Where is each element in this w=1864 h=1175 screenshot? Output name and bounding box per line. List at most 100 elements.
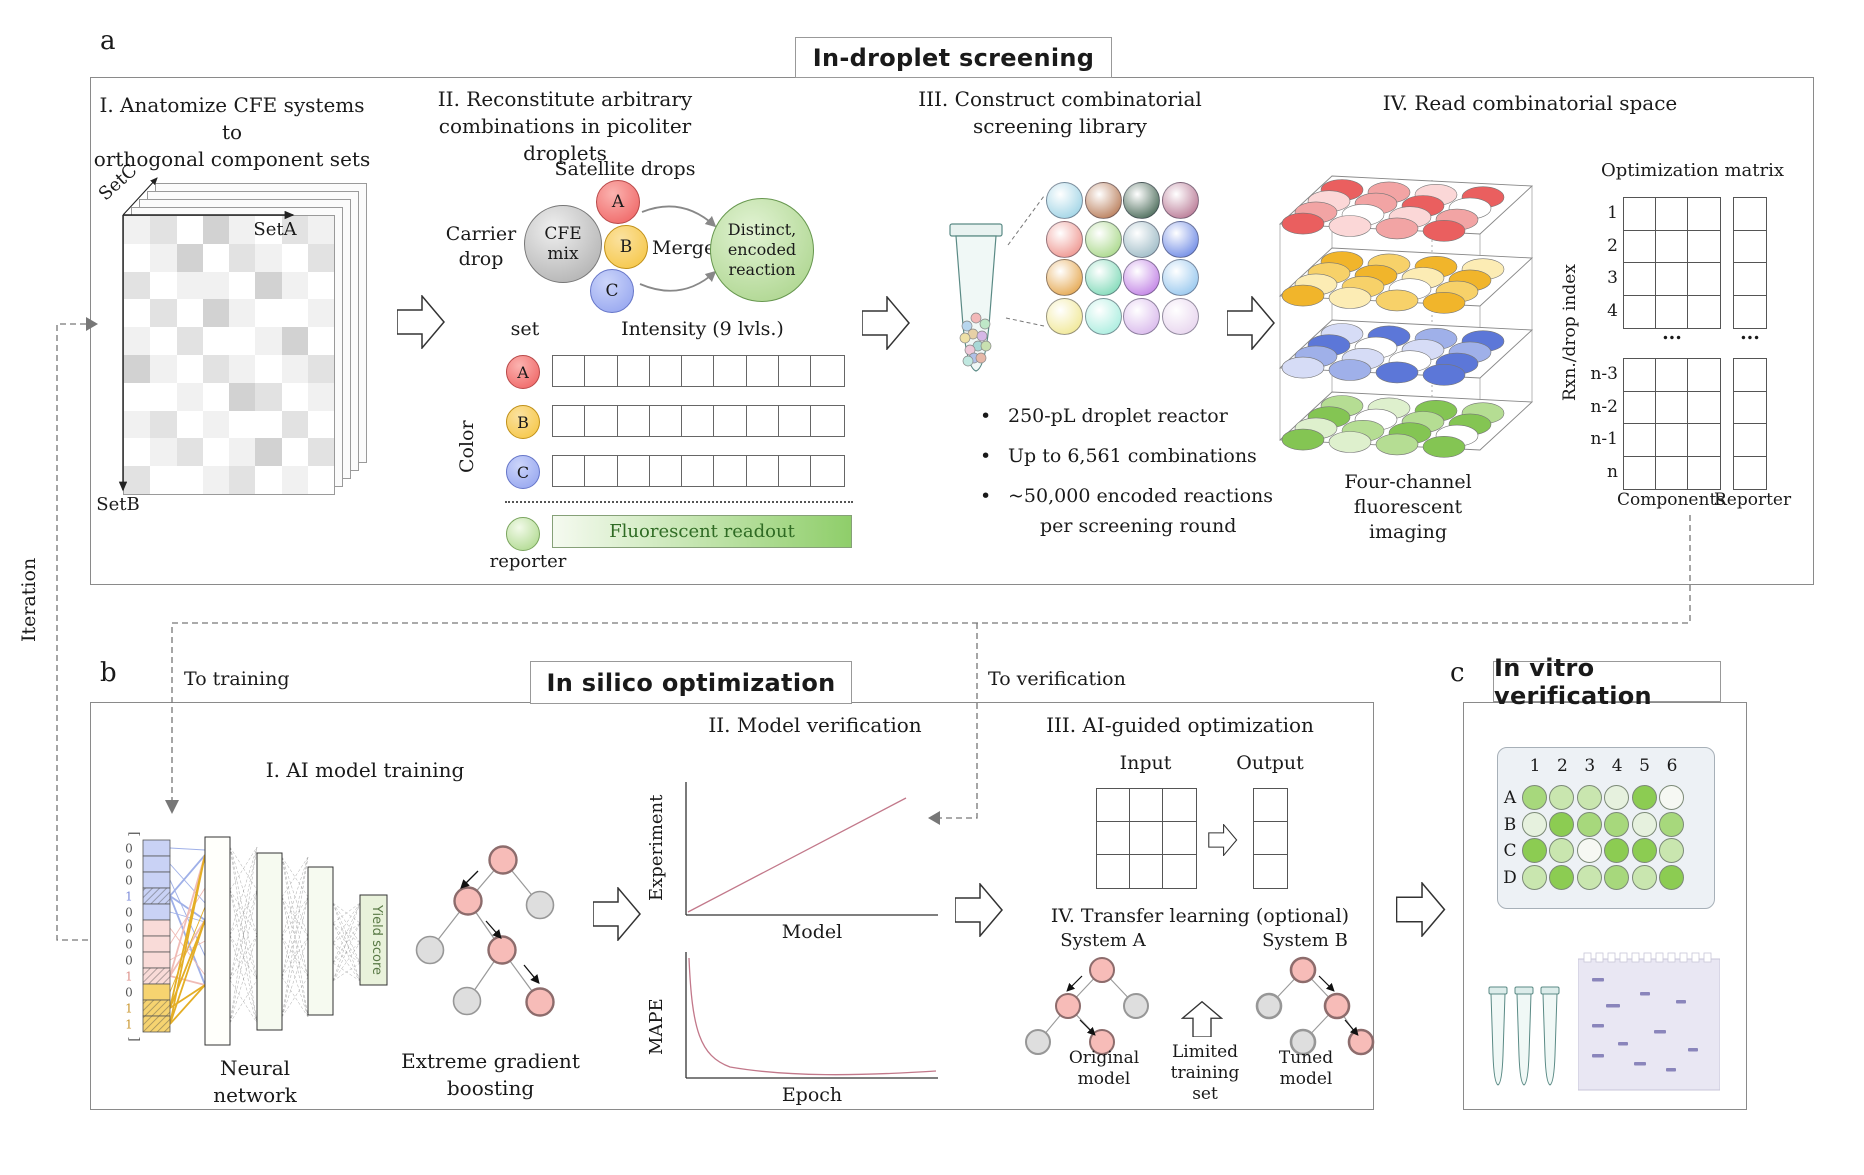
neural-network-caption: Neural network xyxy=(213,1056,297,1107)
library-droplet xyxy=(1161,220,1199,258)
flow-arrow-6-icon xyxy=(1396,882,1446,937)
intensity-grid-b xyxy=(552,405,845,437)
plate-well xyxy=(1576,864,1602,890)
grid-cell xyxy=(553,456,586,486)
plate-well xyxy=(1631,811,1657,837)
heatmap-cell xyxy=(229,438,256,467)
heatmap-cell xyxy=(229,410,256,439)
grid-cell xyxy=(1734,230,1766,263)
cfe-line2: mix xyxy=(547,244,579,264)
limited-line1: Limited xyxy=(1171,1042,1239,1062)
heatmap-cell xyxy=(307,410,334,439)
step2-heading-line1: II. Reconstitute arbitrary xyxy=(437,87,693,111)
plate-col-label: 1 xyxy=(1529,756,1541,776)
model-verification-heading: II. Model verification xyxy=(708,713,922,737)
heatmap-cell xyxy=(150,243,177,272)
model-axis-label: Model xyxy=(781,921,843,943)
grid-cell xyxy=(1734,456,1766,489)
heatmap-cell xyxy=(124,327,151,355)
grid-cell xyxy=(1688,198,1720,231)
matrix-top-reporter xyxy=(1733,197,1767,329)
plate-well xyxy=(1522,838,1547,863)
grid-cell xyxy=(1734,391,1766,424)
tree-node xyxy=(1025,1029,1051,1055)
heatmap-cell xyxy=(150,466,177,494)
flow-arrow-5-icon xyxy=(955,883,1003,937)
grid-cell xyxy=(585,406,618,436)
heatmap-cell xyxy=(255,438,282,467)
heatmap-cell xyxy=(176,327,203,355)
grid-cell xyxy=(1624,230,1656,263)
heatmap-cell xyxy=(176,466,203,494)
intensity-row-c-drop: C xyxy=(506,455,540,489)
library-droplet xyxy=(1123,259,1160,296)
plate-well xyxy=(1549,838,1575,863)
svg-text:0: 0 xyxy=(125,938,133,952)
merge-arrows-icon xyxy=(639,205,717,292)
panel-c-label: c xyxy=(1450,658,1465,688)
heatmap-axes xyxy=(118,177,295,492)
library-droplet xyxy=(1161,182,1199,219)
matrix-bottom-components xyxy=(1623,358,1721,490)
tree-node xyxy=(1323,992,1351,1020)
grid-cell xyxy=(649,406,683,436)
heatmap-cell xyxy=(281,216,308,244)
step2-heading: II. Reconstitute arbitrary combinations … xyxy=(400,86,730,167)
grid-cell xyxy=(1254,822,1287,855)
intensity-grid-c xyxy=(552,455,845,487)
set-b-label: SetB xyxy=(96,494,140,515)
matrix-ellipsis-reporter: ... xyxy=(1740,322,1760,344)
flow-arrow-1-icon xyxy=(397,295,445,349)
flow-arrow-4-icon xyxy=(593,887,641,941)
heatmap-cell xyxy=(229,327,256,355)
step3-heading: III. Construct combinatorial screening l… xyxy=(905,86,1215,140)
heatmap-cell xyxy=(150,299,177,328)
library-droplet xyxy=(1123,182,1160,219)
matrix-row-label: n xyxy=(1607,461,1618,482)
grid-cell xyxy=(1734,198,1766,231)
tuned-line2: model xyxy=(1279,1069,1333,1089)
heatmap-cell xyxy=(124,466,151,494)
plate-well xyxy=(1631,864,1657,890)
grid-cell xyxy=(779,456,812,486)
heatmap-cell xyxy=(150,327,177,355)
svg-text:0: 0 xyxy=(125,906,133,920)
input-output-arrow-icon xyxy=(1208,824,1238,856)
epoch-axis-label: Epoch xyxy=(781,1084,843,1106)
heatmap-cell xyxy=(150,438,177,467)
grid-cell xyxy=(714,406,747,436)
grid-cell xyxy=(779,356,812,386)
encoded-reaction-drop: Distinct, encoded reaction xyxy=(710,198,814,302)
step2-heading-line2: combinations in picoliter droplets xyxy=(438,114,692,165)
heatmap-cell xyxy=(255,243,282,272)
gel-image xyxy=(1578,952,1720,1091)
grid-cell xyxy=(714,456,747,486)
heatmap-cell xyxy=(176,438,203,467)
heatmap-cell xyxy=(281,271,308,300)
svg-text:1: 1 xyxy=(125,1002,133,1016)
grid-cell xyxy=(1097,855,1130,888)
svg-text:0: 0 xyxy=(125,986,133,1000)
intensity-header: Intensity (9 lvls.) xyxy=(621,318,784,340)
original-line1: Original xyxy=(1068,1048,1140,1068)
heatmap-cell xyxy=(202,410,229,439)
tree-node xyxy=(452,986,482,1016)
plate-well xyxy=(1522,785,1547,810)
reporter-col-label: Reporter xyxy=(1714,490,1792,510)
fluorescence-layer xyxy=(1278,175,1534,242)
panel-b-title: In silico optimization xyxy=(530,661,852,704)
library-droplet xyxy=(1046,259,1083,296)
plate-well xyxy=(1659,811,1684,837)
heatmap-cell xyxy=(124,216,151,244)
heatmap-cell xyxy=(202,271,229,300)
tree-node xyxy=(525,890,555,920)
svg-text:1: 1 xyxy=(125,970,133,984)
grid-cell xyxy=(746,406,780,436)
plate-well xyxy=(1659,864,1684,890)
grid-cell xyxy=(1163,822,1196,855)
grid-cell xyxy=(1656,456,1688,489)
heatmap-cell xyxy=(150,410,177,439)
tree-node xyxy=(488,845,518,875)
tree-node xyxy=(453,886,483,916)
grid-cell xyxy=(1130,789,1163,822)
